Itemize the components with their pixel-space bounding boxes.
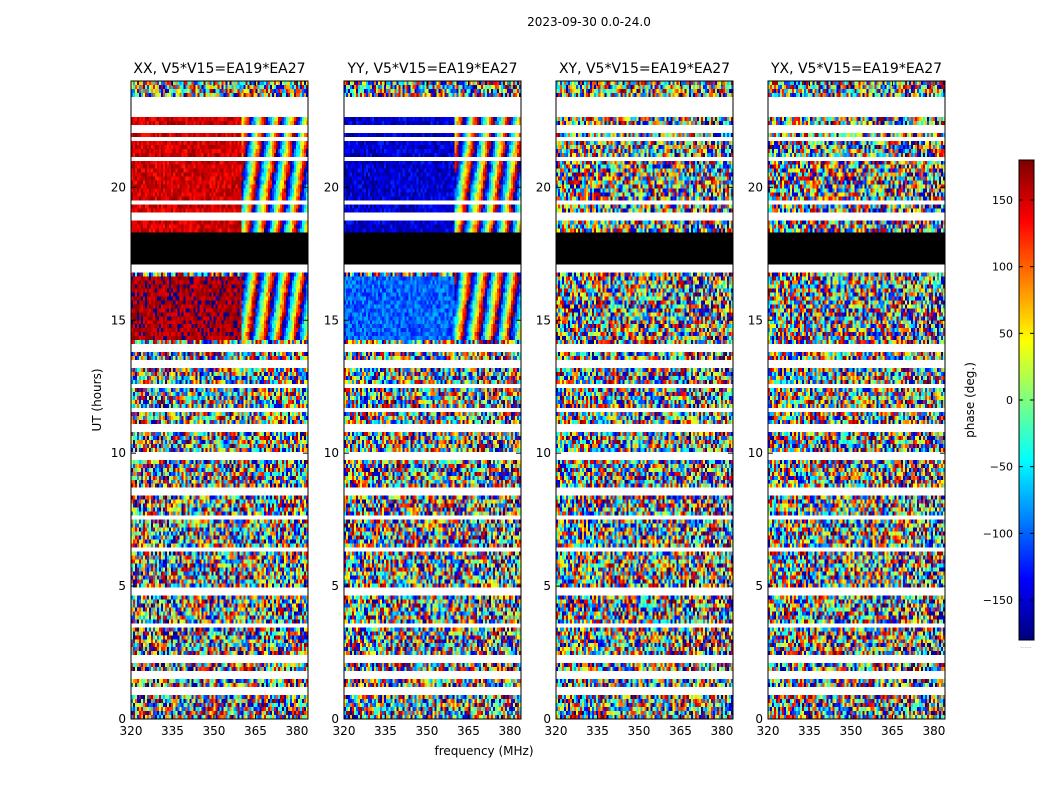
colorbar-tick-label: 0 — [1006, 394, 1013, 407]
x-tick-label: 335 — [161, 724, 184, 738]
panel-heatmap — [556, 81, 733, 719]
colorbar: 150 100 50 0 −50 −100 −150 — [983, 159, 1035, 641]
x-tick-label: 335 — [798, 724, 821, 738]
panel-frame — [555, 80, 734, 720]
panel-heatmap — [344, 81, 521, 719]
panel-frame — [343, 80, 522, 720]
y-tick-label: 5 — [543, 579, 551, 593]
x-tick-label: 350 — [416, 724, 439, 738]
colorbar-gradient — [1019, 160, 1034, 640]
panel-frame — [130, 80, 309, 720]
figure-title: 2023-09-30 0.0-24.0 — [527, 15, 651, 29]
x-tick-label: 320 — [120, 724, 143, 738]
panel-frame — [767, 80, 946, 720]
x-tick-label: 350 — [628, 724, 651, 738]
x-tick-label: 380 — [710, 724, 733, 738]
x-tick-label: 365 — [457, 724, 480, 738]
y-tick-label: 15 — [324, 313, 339, 327]
x-tick-label: 365 — [881, 724, 904, 738]
y-tick-label: 20 — [111, 180, 126, 194]
y-tick-label: 0 — [118, 712, 126, 726]
y-tick-label: 5 — [118, 579, 126, 593]
colorbar-tick-label: −150 — [983, 594, 1013, 607]
y-tick-label: 0 — [755, 712, 763, 726]
panel-title: YX, V5*V15=EA19*EA27 — [770, 61, 942, 77]
y-tick-label: 10 — [536, 446, 551, 460]
colorbar-tick-label: 150 — [992, 194, 1013, 207]
y-tick-label: 20 — [748, 180, 763, 194]
x-tick-label: 320 — [545, 724, 568, 738]
y-tick-label: 20 — [324, 180, 339, 194]
colorbar-label: phase (deg.) — [963, 362, 977, 438]
y-tick-label: 5 — [331, 579, 339, 593]
y-tick-label: 10 — [111, 446, 126, 460]
y-tick-label: 15 — [536, 313, 551, 327]
x-tick-label: 335 — [586, 724, 609, 738]
x-tick-label: 350 — [203, 724, 226, 738]
x-tick-label: 380 — [285, 724, 308, 738]
panel-title: YY, V5*V15=EA19*EA27 — [346, 61, 517, 77]
x-tick-label: 365 — [669, 724, 692, 738]
panel-1: YY, V5*V15=EA19*EA27 320 335 350 365 380 0 5 10 1… — [324, 61, 522, 738]
x-tick-label: 320 — [757, 724, 780, 738]
y-tick-label: 5 — [755, 579, 763, 593]
y-tick-label: 20 — [536, 180, 551, 194]
y-tick-label: 15 — [748, 313, 763, 327]
panel-0: XX, V5*V15=EA19*EA27 320 335 350 365 380 0 5 10 1… — [111, 61, 309, 738]
x-tick-label: 380 — [498, 724, 521, 738]
x-tick-label: 365 — [244, 724, 267, 738]
x-axis-label: frequency (MHz) — [434, 744, 533, 758]
x-tick-label: 380 — [922, 724, 945, 738]
panel-title: XX, V5*V15=EA19*EA27 — [133, 61, 305, 77]
colorbar-tick-label: −50 — [990, 461, 1013, 474]
y-tick-label: 15 — [111, 313, 126, 327]
y-axis-label: UT (hours) — [90, 368, 104, 431]
panel-heatmap — [768, 81, 945, 719]
panel-title: XY, V5*V15=EA19*EA27 — [559, 61, 730, 77]
y-tick-label: 10 — [748, 446, 763, 460]
y-tick-label: 10 — [324, 446, 339, 460]
x-tick-label: 350 — [840, 724, 863, 738]
panel-heatmap — [131, 81, 308, 719]
y-tick-label: 0 — [331, 712, 339, 726]
colorbar-tick-label: 100 — [992, 261, 1013, 274]
y-tick-label: 0 — [543, 712, 551, 726]
colorbar-tick-label: 50 — [999, 327, 1013, 340]
panels-group: XX, V5*V15=EA19*EA27 320 335 350 365 380 0 5 10 1… — [111, 61, 946, 738]
colorbar-tick-label: −100 — [983, 527, 1013, 540]
colorbar-footnote: ...... — [1020, 643, 1032, 650]
x-tick-label: 335 — [374, 724, 397, 738]
x-tick-label: 320 — [333, 724, 356, 738]
panel-2: XY, V5*V15=EA19*EA27 320 335 350 365 380 0 5 10 1… — [536, 61, 734, 738]
panel-3: YX, V5*V15=EA19*EA27 320 335 350 365 380 0 5 10 1… — [748, 61, 946, 738]
